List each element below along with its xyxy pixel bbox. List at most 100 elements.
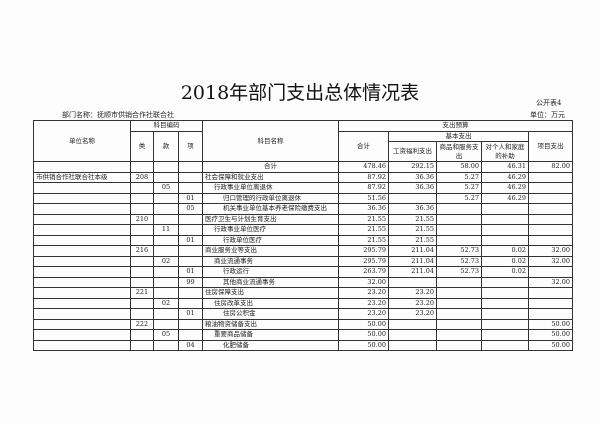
cell-kuan: 02 [153, 255, 179, 267]
cell-total: 295.79 [338, 245, 389, 257]
cell-lei [130, 192, 154, 204]
table-row: 01 归口管理的行政单位离退休 51.56 5.27 46.29 [33, 192, 573, 204]
cell-goods [436, 224, 482, 236]
cell-goods [436, 329, 482, 341]
cell-lei [130, 329, 154, 341]
cell-kuan [153, 287, 179, 299]
cell-unit [33, 182, 131, 194]
header-project: 项目支出 [528, 130, 573, 162]
table-row: 02 住房改革支出 23.20 23.20 [33, 297, 573, 309]
cell-xiang [178, 297, 203, 309]
cell-personal: 46.29 [481, 192, 529, 204]
cell-kuan [153, 234, 179, 246]
cell-xiang: 04 [178, 339, 203, 351]
cell-unit [33, 318, 131, 330]
cell-goods: 5.27 [436, 192, 482, 204]
cell-total: 295.79 [338, 255, 389, 267]
cell-personal: 46.29 [481, 182, 529, 194]
cell-project [528, 203, 573, 215]
header-code: 科目编码 [130, 120, 203, 132]
cell-xiang: 01 [178, 234, 203, 246]
cell-kuan [153, 245, 179, 257]
cell-project [528, 297, 573, 309]
cell-lei: 222 [130, 318, 154, 330]
cell-kuan [153, 276, 179, 288]
cell-wages: 36.36 [388, 182, 437, 194]
cell-project: 50.00 [528, 329, 573, 341]
cell-kuan [153, 339, 179, 351]
cell-wages: 21.55 [388, 224, 437, 236]
cell-name: 商业流通事务 [202, 255, 339, 267]
cell-lei: 216 [130, 245, 154, 257]
cell-kuan [153, 171, 179, 183]
cell-total: 36.36 [338, 203, 389, 215]
department-name: 部门名称：抚顺市供销合作社联合社 [62, 111, 174, 119]
cell-xiang [178, 287, 203, 299]
table-row: 11 行政事业单位医疗 21.55 21.55 [33, 224, 573, 236]
cell-lei [130, 234, 154, 246]
cell-name: 住房改革支出 [202, 297, 339, 309]
cell-total: 51.56 [338, 192, 389, 204]
cell-wages: 211.04 [388, 255, 437, 267]
cell-total: 50.00 [338, 318, 389, 330]
cell-kuan: 05 [153, 182, 179, 194]
cell-name: 粮油物资储备支出 [202, 318, 339, 330]
cell-unit [33, 255, 131, 267]
cell-total: 32.00 [338, 276, 389, 288]
cell-xiang [178, 245, 203, 257]
header-unit-name: 单位名称 [33, 120, 131, 162]
cell-lei [130, 276, 154, 288]
cell-name: 住房保障支出 [202, 287, 339, 299]
cell-lei [130, 266, 154, 278]
cell-personal: 0.02 [481, 266, 529, 278]
table-row: 01 住房公积金 23.20 23.20 [33, 308, 573, 320]
cell-project: 32.00 [528, 276, 573, 288]
unit-label: 单位：万元 [530, 111, 565, 119]
cell-project: 50.00 [528, 339, 573, 351]
cell-project: 50.00 [528, 318, 573, 330]
table-row: 05 机关事业单位基本养老保险缴费支出 36.36 36.36 [33, 203, 573, 215]
table-row: 04 化肥储备 50.00 50.00 [33, 339, 573, 351]
cell-wages [388, 192, 437, 204]
cell-name: 重要商品储备 [202, 329, 339, 341]
cell-lei [130, 255, 154, 267]
cell-goods: 52.73 [436, 266, 482, 278]
cell-kuan: 02 [153, 297, 179, 309]
header-goods: 商品和服务支出 [436, 141, 482, 162]
cell-lei [130, 203, 154, 215]
table-row: 222 粮油物资储备支出 50.00 50.00 [33, 318, 573, 330]
cell-goods: 52.73 [436, 245, 482, 257]
cell-wages: 23.20 [388, 297, 437, 309]
cell-wages [388, 329, 437, 341]
table-row: 99 其他商业流通事务 32.00 32.00 [33, 276, 573, 288]
cell-goods [436, 234, 482, 246]
cell-goods: 5.27 [436, 182, 482, 194]
cell-project [528, 308, 573, 320]
cell-kuan [153, 308, 179, 320]
cell-unit [33, 329, 131, 341]
cell-project [528, 224, 573, 236]
cell-personal [481, 234, 529, 246]
page-title: 2018年部门支出总体情况表 [180, 82, 420, 104]
cell-total: 23.20 [338, 308, 389, 320]
cell-unit [33, 297, 131, 309]
cell-goods [436, 213, 482, 225]
cell-personal [481, 329, 529, 341]
table-row: 05 行政事业单位离退休 87.92 36.36 5.27 46.29 [33, 182, 573, 194]
cell-project [528, 192, 573, 204]
cell-kuan [153, 318, 179, 330]
cell-name: 商业服务业等支出 [202, 245, 339, 257]
cell-name: 医疗卫生与计划生育支出 [202, 213, 339, 225]
cell-personal: 46.29 [481, 171, 529, 183]
cell-wages [388, 318, 437, 330]
cell-xiang [178, 224, 203, 236]
cell-project [528, 287, 573, 299]
cell-kuan: 05 [153, 329, 179, 341]
cell-total: 50.00 [338, 339, 389, 351]
cell-goods [436, 339, 482, 351]
header-basic: 基本支出 [388, 130, 529, 142]
cell-goods [436, 276, 482, 288]
cell-unit [33, 245, 131, 257]
table-row: 01 行政单位医疗 21.55 21.55 [33, 234, 573, 246]
cell-wages [388, 276, 437, 288]
